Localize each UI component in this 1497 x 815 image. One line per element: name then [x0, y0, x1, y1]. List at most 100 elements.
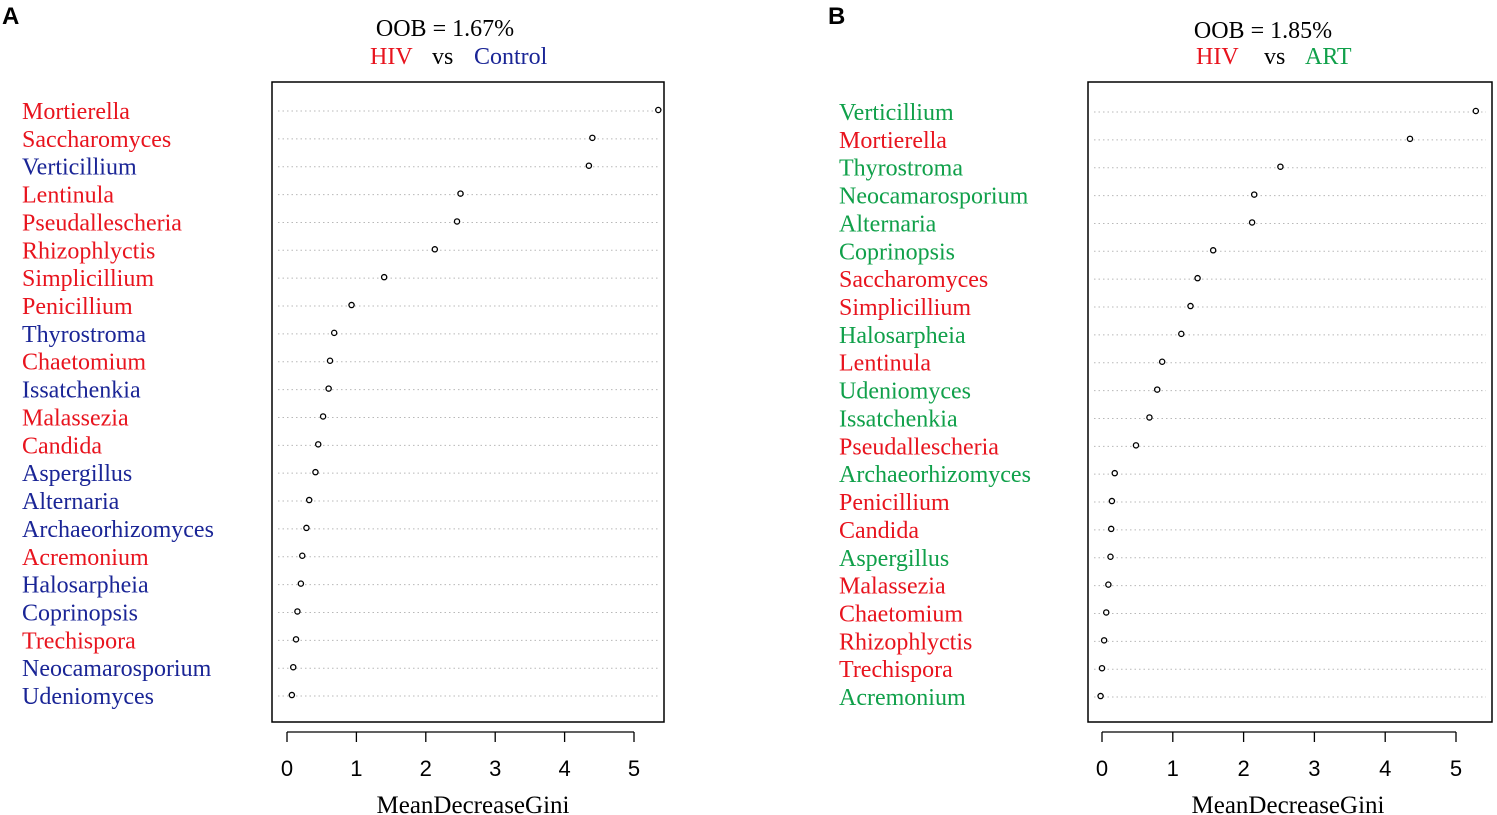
data-point: [655, 106, 662, 114]
x-tick-label: 0: [1096, 756, 1108, 781]
category-label: Lentinula: [22, 183, 114, 209]
plot-frame-a: [271, 81, 665, 723]
data-point: [325, 385, 332, 392]
category-label: Saccharomyces: [22, 127, 171, 153]
category-label: Lentinula: [839, 351, 931, 377]
x-axis-title-b: MeanDecreaseGini: [1192, 792, 1385, 815]
data-point: [1178, 330, 1185, 338]
panel-letter-a: A: [2, 3, 19, 30]
x-tick-label: 4: [558, 756, 570, 781]
category-label: Coprinopsis: [22, 600, 138, 626]
vs-label-a: vs: [432, 44, 453, 70]
data-point: [1105, 581, 1112, 588]
category-label: Alternaria: [22, 489, 120, 515]
data-point: [319, 413, 327, 420]
data-point: [1194, 274, 1201, 282]
category-label: Neocamarosporium: [839, 184, 1029, 210]
category-labels-a: MortierellaSaccharomycesVerticilliumLent…: [22, 99, 214, 710]
category-label: Chaetomium: [22, 350, 146, 376]
x-tick-label: 5: [628, 756, 640, 781]
category-label: Simplicillium: [839, 295, 971, 321]
data-point: [589, 134, 596, 142]
data-point: [1187, 302, 1194, 310]
x-tick-label: 4: [1379, 756, 1391, 781]
category-label: Aspergillus: [839, 546, 949, 572]
data-point: [1100, 637, 1108, 644]
panel-b: B OOB = 1.85% HIV vs ART VerticilliumMor…: [828, 3, 1493, 815]
group1-label-a: HIV: [370, 44, 413, 70]
category-label: Rhizophlyctis: [22, 238, 155, 264]
category-label: Mortierella: [22, 99, 130, 125]
category-label: Penicillium: [839, 490, 950, 516]
category-label: Halosarpheia: [839, 323, 966, 349]
category-label: Archaeorhizomyces: [22, 517, 214, 543]
category-label: Verticillium: [22, 155, 137, 181]
data-point: [1107, 525, 1115, 533]
category-label: Trechispora: [839, 657, 953, 683]
data-point: [299, 552, 306, 560]
oob-text-b: OOB = 1.85%: [1194, 18, 1332, 44]
vs-label-b: vs: [1264, 44, 1285, 70]
oob-text-a: OOB = 1.67%: [376, 16, 514, 42]
category-label: Pseudallescheria: [839, 434, 999, 460]
panel-a: A OOB = 1.67% HIV vs Control Mortierella…: [2, 3, 665, 815]
category-label: Udeniomyces: [22, 684, 154, 710]
group2-label-a: Control: [474, 44, 548, 70]
group2-label-b: ART: [1305, 44, 1352, 70]
x-tick-label: 2: [1237, 756, 1249, 781]
data-point: [1146, 414, 1153, 421]
category-label: Coprinopsis: [839, 239, 955, 265]
category-label: Malassezia: [839, 574, 946, 600]
category-label: Verticillium: [839, 100, 954, 126]
data-point: [330, 329, 338, 337]
data-point: [1153, 386, 1161, 393]
category-label: Mortierella: [839, 128, 947, 154]
data-point: [326, 357, 334, 364]
data-point: [380, 273, 388, 281]
category-label: Chaetomium: [839, 601, 963, 627]
data-point: [292, 636, 300, 643]
data-point: [431, 246, 439, 253]
data-point: [1107, 553, 1114, 561]
data-point: [1111, 469, 1118, 477]
data-point: [1250, 191, 1258, 198]
gridlines-a: [278, 110, 658, 697]
x-tick-label: 3: [1308, 756, 1320, 781]
category-label: Pseudallescheria: [22, 210, 182, 236]
data-point: [294, 608, 301, 615]
data-point: [1108, 497, 1116, 505]
category-label: Candida: [22, 433, 102, 459]
category-label: Trechispora: [22, 628, 136, 654]
data-point: [1248, 219, 1256, 226]
data-point: [289, 663, 297, 671]
data-point: [348, 301, 355, 309]
data-point: [1277, 163, 1284, 170]
category-label: Candida: [839, 518, 919, 544]
data-point: [457, 190, 464, 197]
data-point: [1158, 358, 1166, 365]
points-a: [288, 106, 662, 699]
category-label: Halosarpheia: [22, 573, 149, 599]
gridlines-b: [1094, 111, 1486, 698]
data-point: [585, 162, 593, 169]
data-point: [303, 524, 310, 532]
data-point: [453, 218, 461, 225]
panel-letter-b: B: [828, 3, 845, 30]
category-label: Thyrostroma: [839, 156, 963, 182]
x-axis-b: 0 1 2 3 4 5: [1096, 731, 1462, 781]
category-label: Archaeorhizomyces: [839, 462, 1031, 488]
data-point: [314, 441, 322, 448]
category-label: Issatchenkia: [839, 406, 958, 432]
data-point: [1097, 692, 1104, 700]
data-point: [305, 496, 313, 504]
x-axis-title-a: MeanDecreaseGini: [377, 792, 570, 815]
data-point: [1209, 247, 1217, 254]
category-label: Penicillium: [22, 294, 133, 320]
group1-label-b: HIV: [1196, 44, 1239, 70]
data-point: [1102, 609, 1110, 616]
data-point: [297, 580, 305, 587]
category-label: Neocamarosporium: [22, 656, 212, 682]
x-tick-label: 1: [350, 756, 362, 781]
x-axis-a: 0 1 2 3 4 5: [281, 731, 640, 781]
